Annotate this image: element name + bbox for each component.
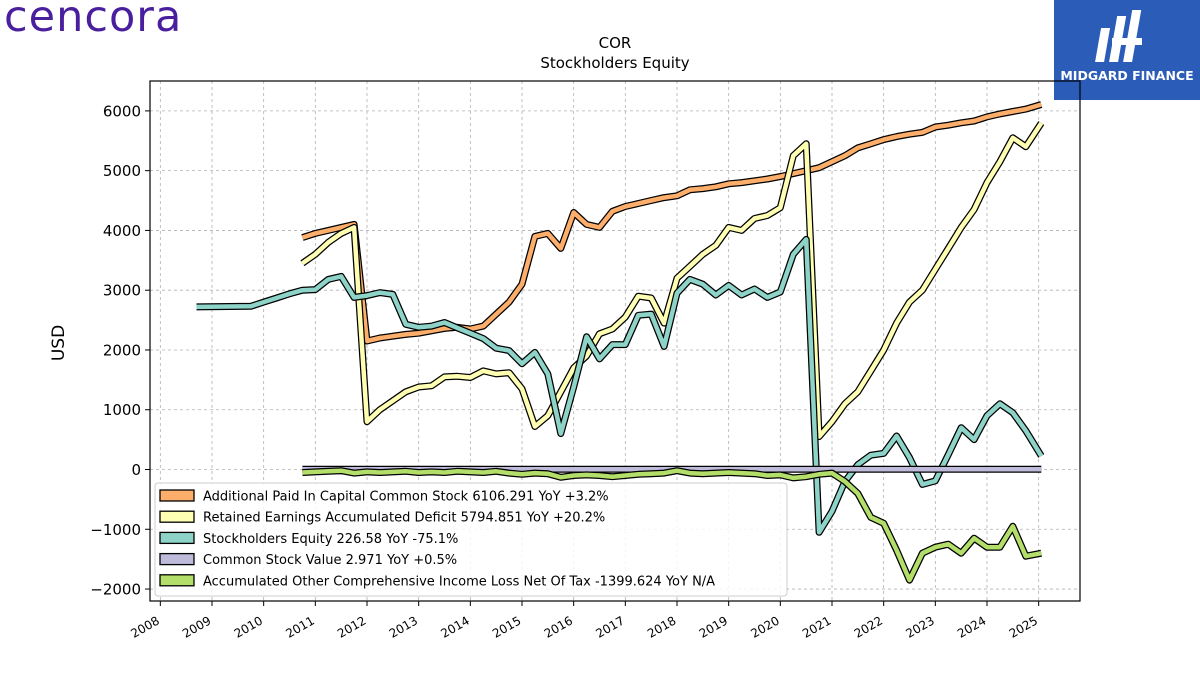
- x-tick-label: 2014: [438, 613, 471, 640]
- y-tick-label: 0: [131, 461, 141, 479]
- x-tick-label: 2021: [800, 613, 833, 640]
- legend-swatch-2: [160, 532, 194, 543]
- legend: Additional Paid In Capital Common Stock …: [155, 483, 787, 596]
- legend-label-2: Stockholders Equity 226.58 YoY -75.1%: [203, 532, 458, 547]
- legend-label-4: Accumulated Other Comprehensive Income L…: [203, 574, 715, 589]
- y-tick-label: 5000: [103, 162, 141, 180]
- y-tick-label: 6000: [103, 102, 141, 120]
- chart: 2008 2009 2010 2011 2012 2013 2014 2015 2016 2017…: [0, 0, 1200, 675]
- y-tick-label: 3000: [103, 282, 141, 300]
- legend-label-1: Retained Earnings Accumulated Deficit 57…: [203, 511, 605, 526]
- x-tick-label: 2015: [490, 613, 523, 640]
- y-tick-label: −2000: [90, 581, 141, 599]
- legend-label-0: Additional Paid In Capital Common Stock …: [203, 490, 609, 505]
- x-tick-label: 2012: [335, 613, 368, 640]
- x-tick-label: 2017: [593, 613, 626, 640]
- y-tick-label: 1000: [103, 401, 141, 419]
- x-tick-label: 2025: [1007, 613, 1040, 640]
- x-tick-label: 2018: [645, 613, 678, 640]
- y-tick-label: 4000: [103, 222, 141, 240]
- x-tick-label: 2013: [387, 613, 420, 640]
- legend-swatch-1: [160, 511, 194, 522]
- x-tick-label: 2010: [232, 613, 265, 640]
- legend-swatch-4: [160, 575, 194, 586]
- x-tick-label: 2019: [697, 613, 730, 640]
- x-tick-label: 2016: [542, 613, 575, 640]
- y-tick-label: 2000: [103, 341, 141, 359]
- x-tick-label: 2020: [748, 613, 781, 640]
- x-tick-label: 2009: [180, 613, 213, 640]
- y-axis-label: USD: [49, 325, 69, 361]
- series-line-1: [302, 123, 1041, 437]
- x-tick-label: 2008: [128, 613, 161, 640]
- legend-swatch-0: [160, 490, 194, 501]
- legend-swatch-3: [160, 554, 194, 565]
- x-tick-label: 2023: [903, 613, 936, 640]
- y-tick-label: −1000: [90, 521, 141, 539]
- x-tick-label: 2011: [283, 613, 316, 640]
- chart-subtitle: Stockholders Equity: [540, 54, 689, 72]
- legend-label-3: Common Stock Value 2.971 YoY +0.5%: [203, 553, 457, 568]
- x-tick-label: 2022: [852, 613, 885, 640]
- x-tick-label: 2024: [955, 613, 988, 640]
- chart-title: COR: [599, 34, 632, 52]
